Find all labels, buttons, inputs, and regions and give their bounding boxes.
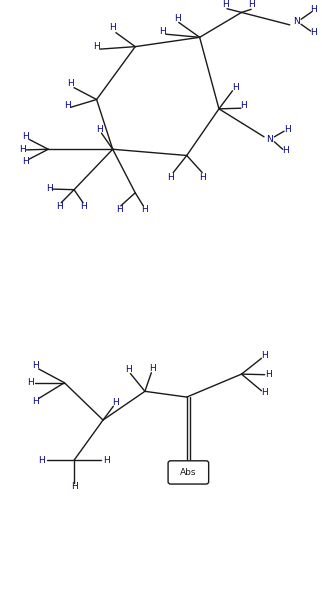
Text: H: H (248, 0, 254, 9)
Text: H: H (109, 23, 116, 32)
Text: H: H (32, 361, 39, 370)
Text: H: H (240, 101, 246, 110)
Text: N: N (293, 17, 299, 26)
Text: H: H (47, 184, 53, 193)
Text: H: H (159, 26, 166, 36)
Text: H: H (64, 101, 71, 110)
Text: H: H (71, 481, 77, 490)
Text: H: H (232, 83, 238, 91)
Text: Abs: Abs (180, 468, 197, 477)
Text: H: H (56, 202, 63, 211)
Text: H: H (311, 28, 317, 37)
Text: H: H (97, 124, 103, 133)
Text: N: N (267, 135, 273, 144)
Text: H: H (266, 370, 272, 379)
Text: H: H (116, 205, 122, 215)
Text: H: H (167, 173, 174, 182)
FancyBboxPatch shape (168, 461, 209, 484)
Text: H: H (23, 132, 29, 141)
Text: H: H (32, 397, 39, 406)
Text: H: H (39, 456, 45, 465)
Text: H: H (103, 456, 109, 465)
Text: H: H (261, 388, 267, 397)
Text: H: H (23, 157, 29, 166)
Text: H: H (80, 202, 87, 211)
Text: H: H (68, 80, 74, 89)
Text: H: H (19, 145, 26, 154)
Text: H: H (27, 378, 34, 388)
Text: H: H (284, 124, 290, 133)
Text: H: H (311, 5, 317, 14)
Text: H: H (283, 147, 289, 155)
Text: H: H (174, 14, 180, 23)
Text: H: H (150, 364, 156, 373)
Text: H: H (222, 0, 229, 9)
Text: H: H (142, 205, 148, 215)
Text: H: H (113, 398, 119, 407)
Text: H: H (261, 351, 267, 360)
Text: H: H (93, 42, 100, 51)
Text: H: H (200, 173, 206, 182)
Text: H: H (126, 365, 132, 374)
